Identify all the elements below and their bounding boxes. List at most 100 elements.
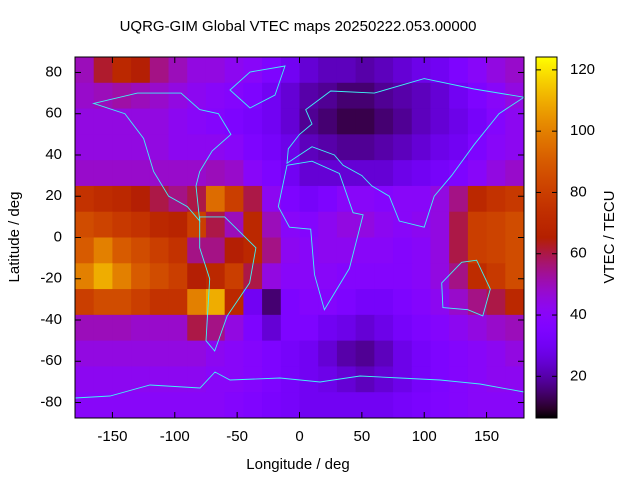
heatmap-cell (149, 211, 170, 238)
x-tick-label: -100 (160, 428, 190, 445)
heatmap-cell (168, 392, 188, 419)
heatmap-cell (149, 366, 170, 393)
y-tick-label: 40 (45, 146, 62, 163)
heatmap-cell (299, 366, 319, 393)
heatmap-cell (393, 366, 413, 393)
heatmap-cell (243, 289, 263, 316)
heatmap-cell (131, 160, 151, 187)
heatmap-cell (168, 340, 188, 367)
heatmap-cell (430, 263, 450, 290)
heatmap-cell (449, 108, 469, 135)
heatmap-cell (336, 289, 357, 316)
heatmap-cell (374, 366, 394, 393)
heatmap-cell (299, 108, 319, 135)
heatmap-cell (374, 314, 394, 342)
heatmap-cell (262, 160, 282, 187)
heatmap-cell (112, 57, 132, 84)
heatmap-cell (112, 211, 132, 238)
heatmap-cell (505, 289, 525, 316)
y-tick-label: 80 (45, 63, 62, 80)
heatmap-cell (75, 314, 95, 342)
heatmap-cell (355, 82, 375, 110)
heatmap-cell (318, 237, 338, 264)
heatmap-cell (149, 314, 170, 342)
heatmap-cell (505, 160, 525, 187)
heatmap-cell (355, 185, 375, 213)
heatmap-cell (449, 82, 469, 110)
heatmap-cell (486, 108, 506, 135)
heatmap-cell (131, 366, 151, 393)
heatmap-cell (280, 57, 300, 84)
heatmap-cell (318, 185, 338, 213)
heatmap-cell (168, 108, 188, 135)
heatmap-cell (336, 392, 357, 419)
heatmap-cell (112, 160, 132, 187)
heatmap-cell (486, 160, 506, 187)
colorbar-label: VTEC / TECU (601, 190, 618, 283)
heatmap-cell (430, 392, 450, 419)
heatmap-cell (336, 366, 357, 393)
heatmap-cell (205, 185, 226, 213)
heatmap-cell (355, 366, 375, 393)
heatmap-cell (449, 392, 469, 419)
heatmap-cell (336, 82, 357, 110)
heatmap-cell (205, 57, 226, 84)
heatmap-cell (411, 314, 431, 342)
heatmap-cell (205, 392, 226, 419)
heatmap-cell (131, 134, 151, 161)
heatmap-cell (318, 211, 338, 238)
heatmap-cell (224, 160, 244, 187)
heatmap-cell (168, 134, 188, 161)
heatmap-cell (467, 263, 488, 290)
heatmap-cell (112, 82, 132, 110)
heatmap-cell (299, 314, 319, 342)
heatmap-cell (93, 160, 113, 187)
heatmap-cell (262, 211, 282, 238)
colorbar-tick-label: 20 (570, 367, 587, 384)
heatmap-cell (168, 82, 188, 110)
heatmap-cell (224, 237, 244, 264)
heatmap-cell (411, 57, 431, 84)
x-tick-label: -150 (97, 428, 127, 445)
heatmap-cell (374, 211, 394, 238)
heatmap-cell (467, 82, 488, 110)
heatmap-cell (411, 108, 431, 135)
heatmap-cell (393, 82, 413, 110)
heatmap-cell (187, 82, 207, 110)
heatmap-cell (205, 314, 226, 342)
heatmap-cell (262, 108, 282, 135)
heatmap-cell (355, 263, 375, 290)
heatmap-cell (262, 314, 282, 342)
heatmap-cell (187, 185, 207, 213)
heatmap-cell (262, 263, 282, 290)
x-tick-label: 100 (412, 428, 437, 445)
heatmap-cell (374, 392, 394, 419)
colorbar-tick-label: 80 (570, 183, 587, 200)
heatmap-cell (187, 211, 207, 238)
heatmap-cell (393, 392, 413, 419)
heatmap-cell (280, 340, 300, 367)
heatmap-cell (486, 263, 506, 290)
heatmap-cell (467, 366, 488, 393)
heatmap-cell (112, 366, 132, 393)
heatmap-cell (486, 134, 506, 161)
chart-title: UQRG-GIM Global VTEC maps 20250222.053.0… (120, 18, 477, 35)
heatmap-cell (299, 289, 319, 316)
heatmap-cell (168, 160, 188, 187)
heatmap-cell (75, 185, 95, 213)
heatmap-cell (318, 57, 338, 84)
heatmap-cell (486, 392, 506, 419)
heatmap-cell (112, 237, 132, 264)
heatmap-cell (449, 340, 469, 367)
heatmap-cell (467, 185, 488, 213)
heatmap-cell (355, 237, 375, 264)
heatmap-cell (243, 185, 263, 213)
y-tick-label: -20 (40, 270, 62, 287)
heatmap-cell (205, 160, 226, 187)
heatmap-cell (131, 108, 151, 135)
x-axis-label: Longitude / deg (246, 456, 349, 473)
heatmap-cell (224, 314, 244, 342)
heatmap-cell (280, 134, 300, 161)
heatmap-cell (505, 263, 525, 290)
heatmap-cell (262, 366, 282, 393)
